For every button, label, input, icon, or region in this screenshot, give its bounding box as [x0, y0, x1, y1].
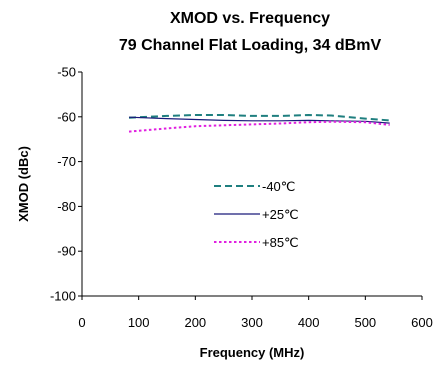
x-axis-label: Frequency (MHz) [200, 345, 305, 360]
x-tick-label: 200 [184, 315, 206, 330]
chart-title: XMOD vs. Frequency [170, 10, 330, 27]
series-line-3 [128, 120, 390, 133]
chart-subtitle: 79 Channel Flat Loading, 34 dBmV [119, 37, 382, 54]
legend-label-3: +85℃ [262, 235, 299, 250]
x-tick-label: 500 [354, 315, 376, 330]
y-axis: -50 -60 -70 -80 -90 -100 [50, 65, 83, 304]
x-tick-label: 300 [241, 315, 263, 330]
series-line-1 [128, 113, 390, 122]
y-tick-label: -60 [57, 109, 76, 124]
y-tick-label: -50 [57, 65, 76, 80]
plot-area [82, 72, 422, 296]
legend: -40℃ +25℃ +85℃ [214, 179, 299, 250]
series-line-2 [128, 116, 390, 124]
y-tick-label: -70 [57, 154, 76, 169]
x-tick-label: 0 [78, 315, 85, 330]
y-tick-label: -90 [57, 244, 76, 259]
x-tick-label: 600 [411, 315, 433, 330]
series-lines [128, 113, 390, 133]
legend-label-2: +25℃ [262, 207, 299, 222]
y-tick-label: -100 [50, 289, 76, 304]
x-tick-label: 100 [128, 315, 150, 330]
y-tick-label: -80 [57, 199, 76, 214]
legend-label-1: -40℃ [262, 179, 295, 194]
x-tick-label: 400 [298, 315, 320, 330]
x-axis: 0 100 200 300 400 500 600 [78, 295, 433, 330]
y-axis-label: XMOD (dBc) [16, 146, 31, 222]
